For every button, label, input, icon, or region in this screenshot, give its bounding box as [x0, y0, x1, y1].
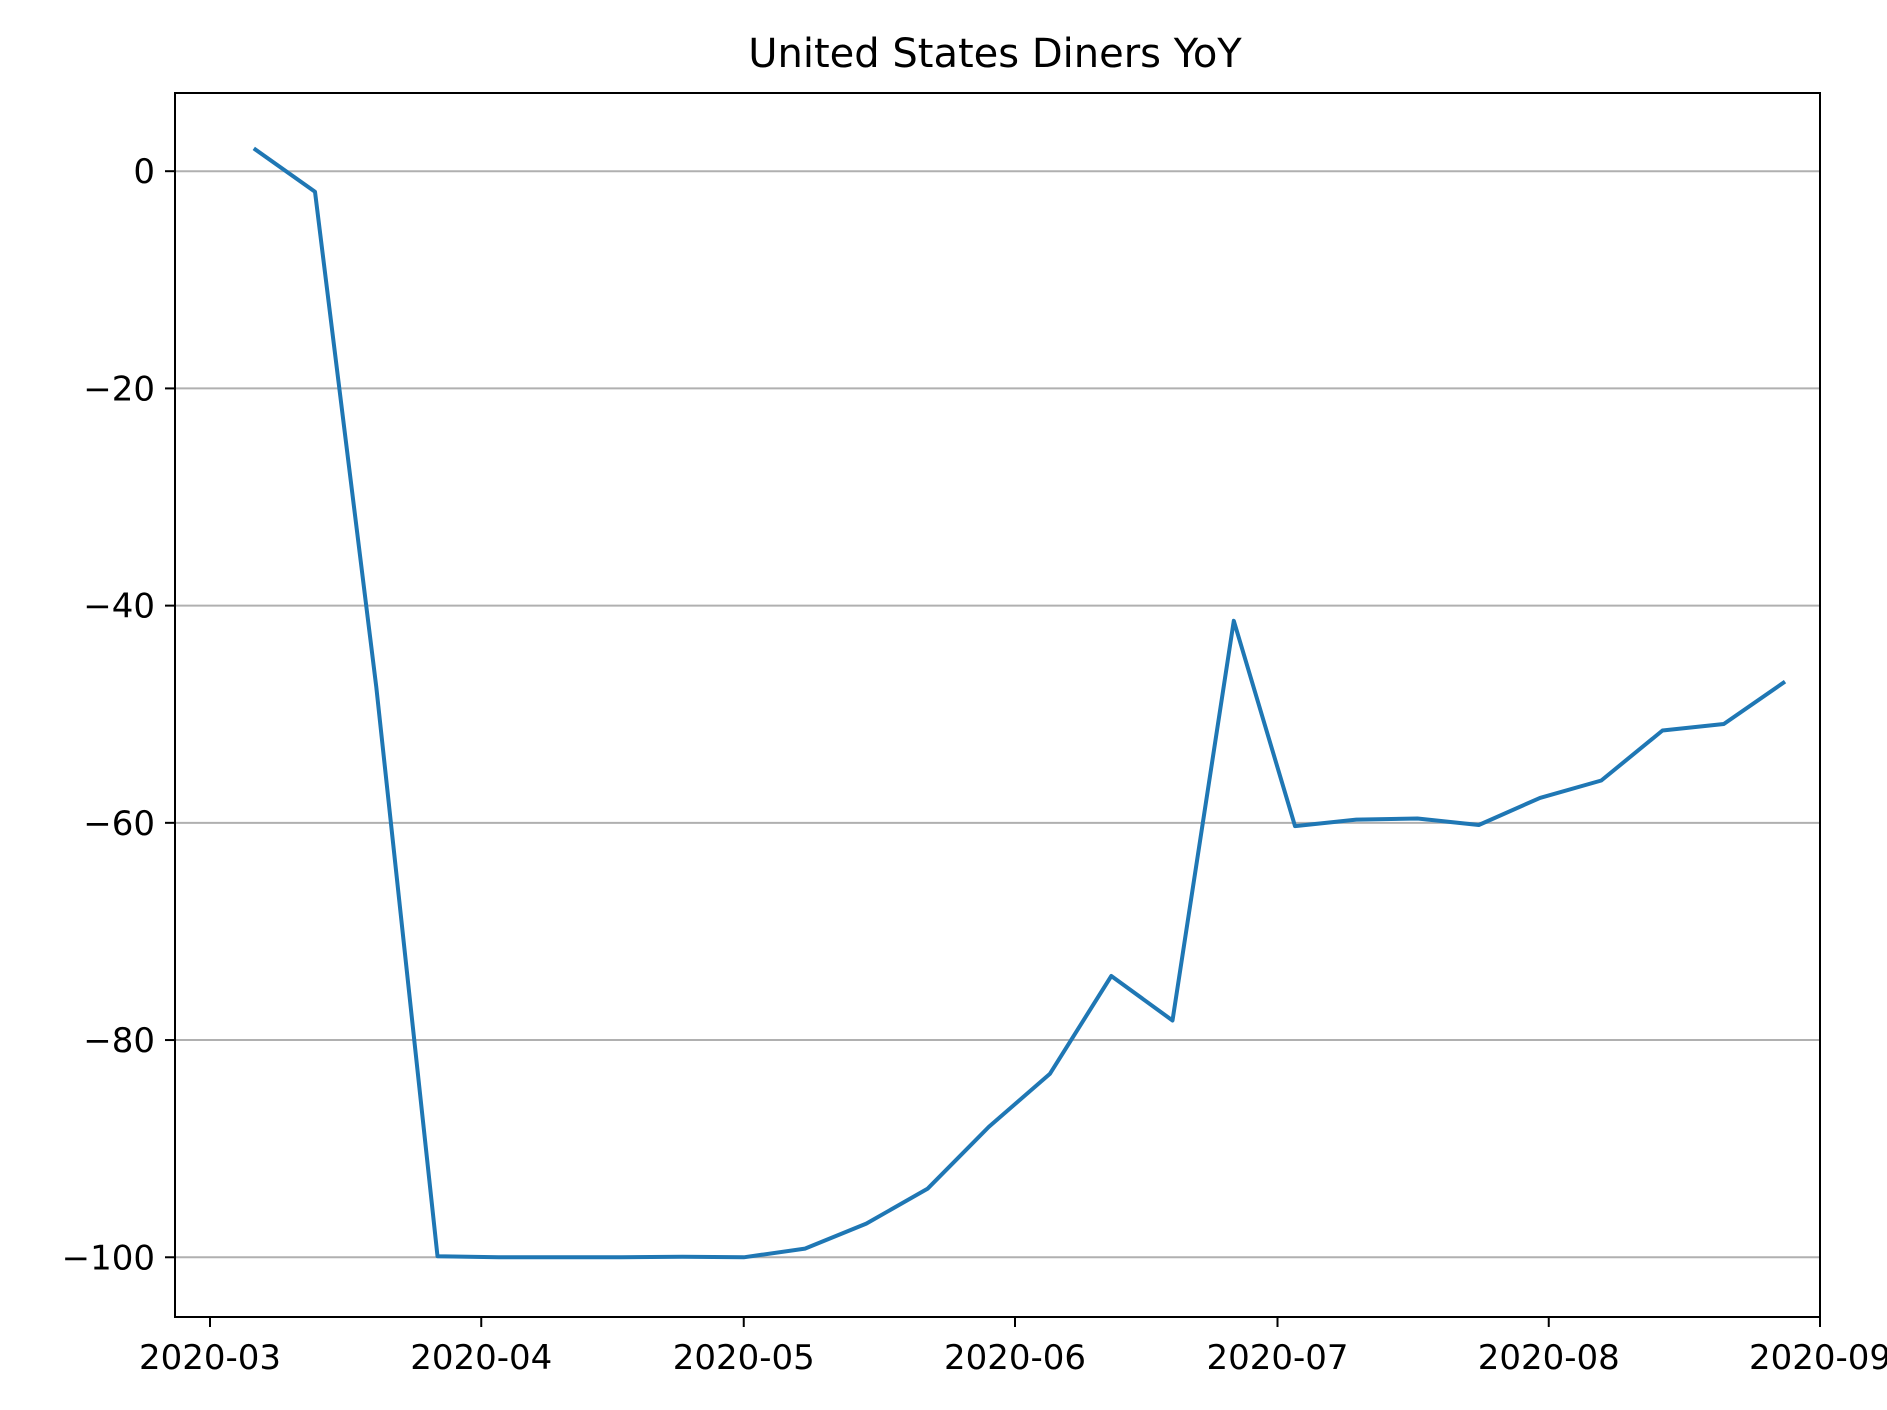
- data-point: [1295, 826, 1296, 827]
- x-tick-label: 2020-08: [1478, 1338, 1620, 1378]
- series-layer: [252, 146, 1787, 1260]
- data-point: [866, 1223, 867, 1224]
- x-tick-label: 2020-06: [944, 1338, 1086, 1378]
- plot-area-frame: [174, 92, 1821, 1318]
- data-point: [1601, 780, 1602, 781]
- data-point: [315, 191, 316, 192]
- data-point: [1356, 819, 1357, 820]
- x-tick-label: 2020-05: [673, 1338, 815, 1378]
- y-tick-label: −40: [83, 587, 155, 627]
- data-point: [498, 1257, 499, 1258]
- series-line: [252, 146, 1787, 1260]
- data-point: [743, 1257, 744, 1258]
- x-tick-label: 2020-07: [1206, 1338, 1348, 1378]
- data-point: [560, 1257, 561, 1258]
- data-point: [988, 1126, 989, 1127]
- data-point: [1172, 1020, 1173, 1021]
- data-point: [437, 1256, 438, 1257]
- y-tick-label: −80: [83, 1021, 155, 1061]
- data-point: [253, 148, 254, 149]
- data-point: [1785, 681, 1786, 682]
- y-tick-label: −20: [83, 369, 155, 409]
- data-point: [376, 687, 377, 688]
- x-tick-label: 2020-03: [139, 1338, 281, 1378]
- y-tick-label: −100: [62, 1238, 155, 1278]
- data-point: [1233, 620, 1234, 621]
- data-point: [927, 1188, 928, 1189]
- data-point: [805, 1248, 806, 1249]
- y-tick-label: 0: [133, 152, 155, 192]
- y-tick-label: −60: [83, 804, 155, 844]
- data-point: [621, 1257, 622, 1258]
- chart-title: United States Diners YoY: [748, 31, 1242, 77]
- data-point: [1111, 975, 1112, 976]
- data-point: [1417, 818, 1418, 819]
- y-axis: 0 −20 −40 −60 −80 −100: [62, 152, 175, 1278]
- data-point: [1540, 797, 1541, 798]
- data-point: [1478, 825, 1479, 826]
- data-point: [1050, 1073, 1051, 1074]
- data-point: [1662, 730, 1663, 731]
- x-tick-label: 2020-09: [1749, 1338, 1887, 1378]
- x-axis: 2020-03 2020-04 2020-05 2020-06 2020-07 2020-…: [139, 1317, 1887, 1378]
- data-point: [1723, 724, 1724, 725]
- x-tick-label: 2020-04: [410, 1338, 552, 1378]
- data-point: [682, 1256, 683, 1257]
